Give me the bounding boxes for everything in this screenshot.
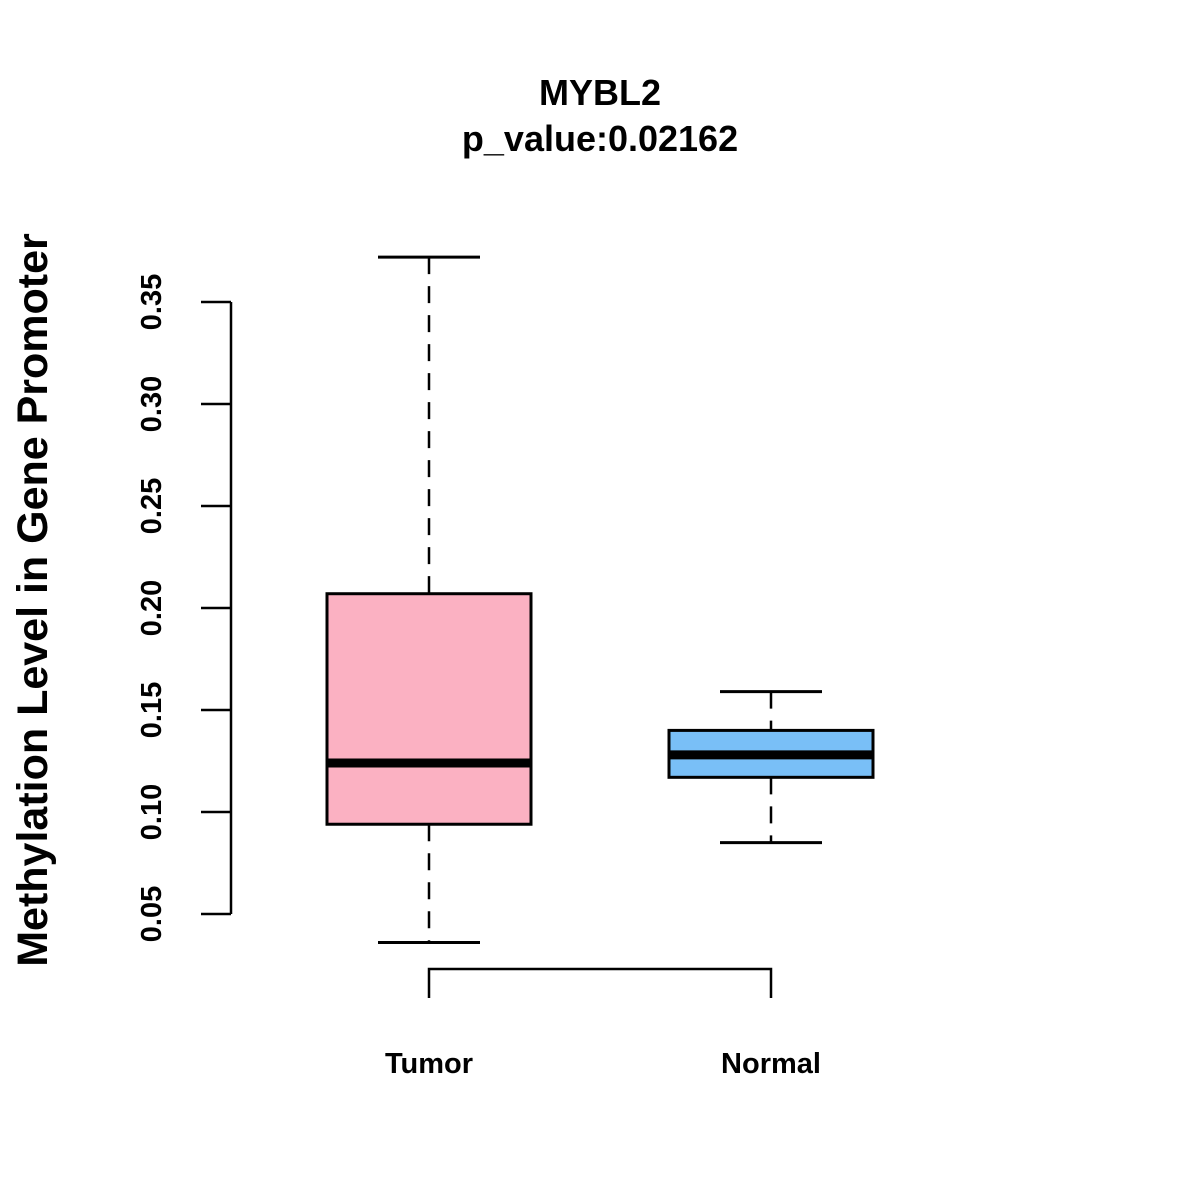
box-tumor: [325, 255, 533, 945]
interquartile-box: [325, 592, 533, 826]
y-tick-label: 0.35: [136, 274, 168, 330]
x-axis-labels: Tumor Normal: [385, 1048, 821, 1080]
chart-title: MYBL2: [539, 72, 661, 113]
comparison-bracket: [427, 967, 773, 998]
boxes-group: [325, 255, 875, 945]
y-tick-label: 0.10: [136, 784, 168, 840]
bracket-line: [427, 967, 773, 998]
y-tick-label: 0.30: [136, 376, 168, 432]
box-normal: [667, 690, 875, 845]
x-category-label: Tumor: [385, 1048, 473, 1080]
y-axis: 0.05 0.10 0.15 0.20 0.25 0.30 0.35: [136, 274, 233, 942]
x-category-label: Normal: [721, 1048, 821, 1080]
chart-subtitle: p_value:0.02162: [462, 118, 738, 159]
y-axis-label: Methylation Level in Gene Promoter: [9, 233, 57, 967]
y-tick-label: 0.15: [136, 682, 168, 738]
y-tick-label: 0.20: [136, 580, 168, 636]
y-tick-label: 0.25: [136, 478, 168, 534]
y-tick-label: 0.05: [136, 886, 168, 942]
